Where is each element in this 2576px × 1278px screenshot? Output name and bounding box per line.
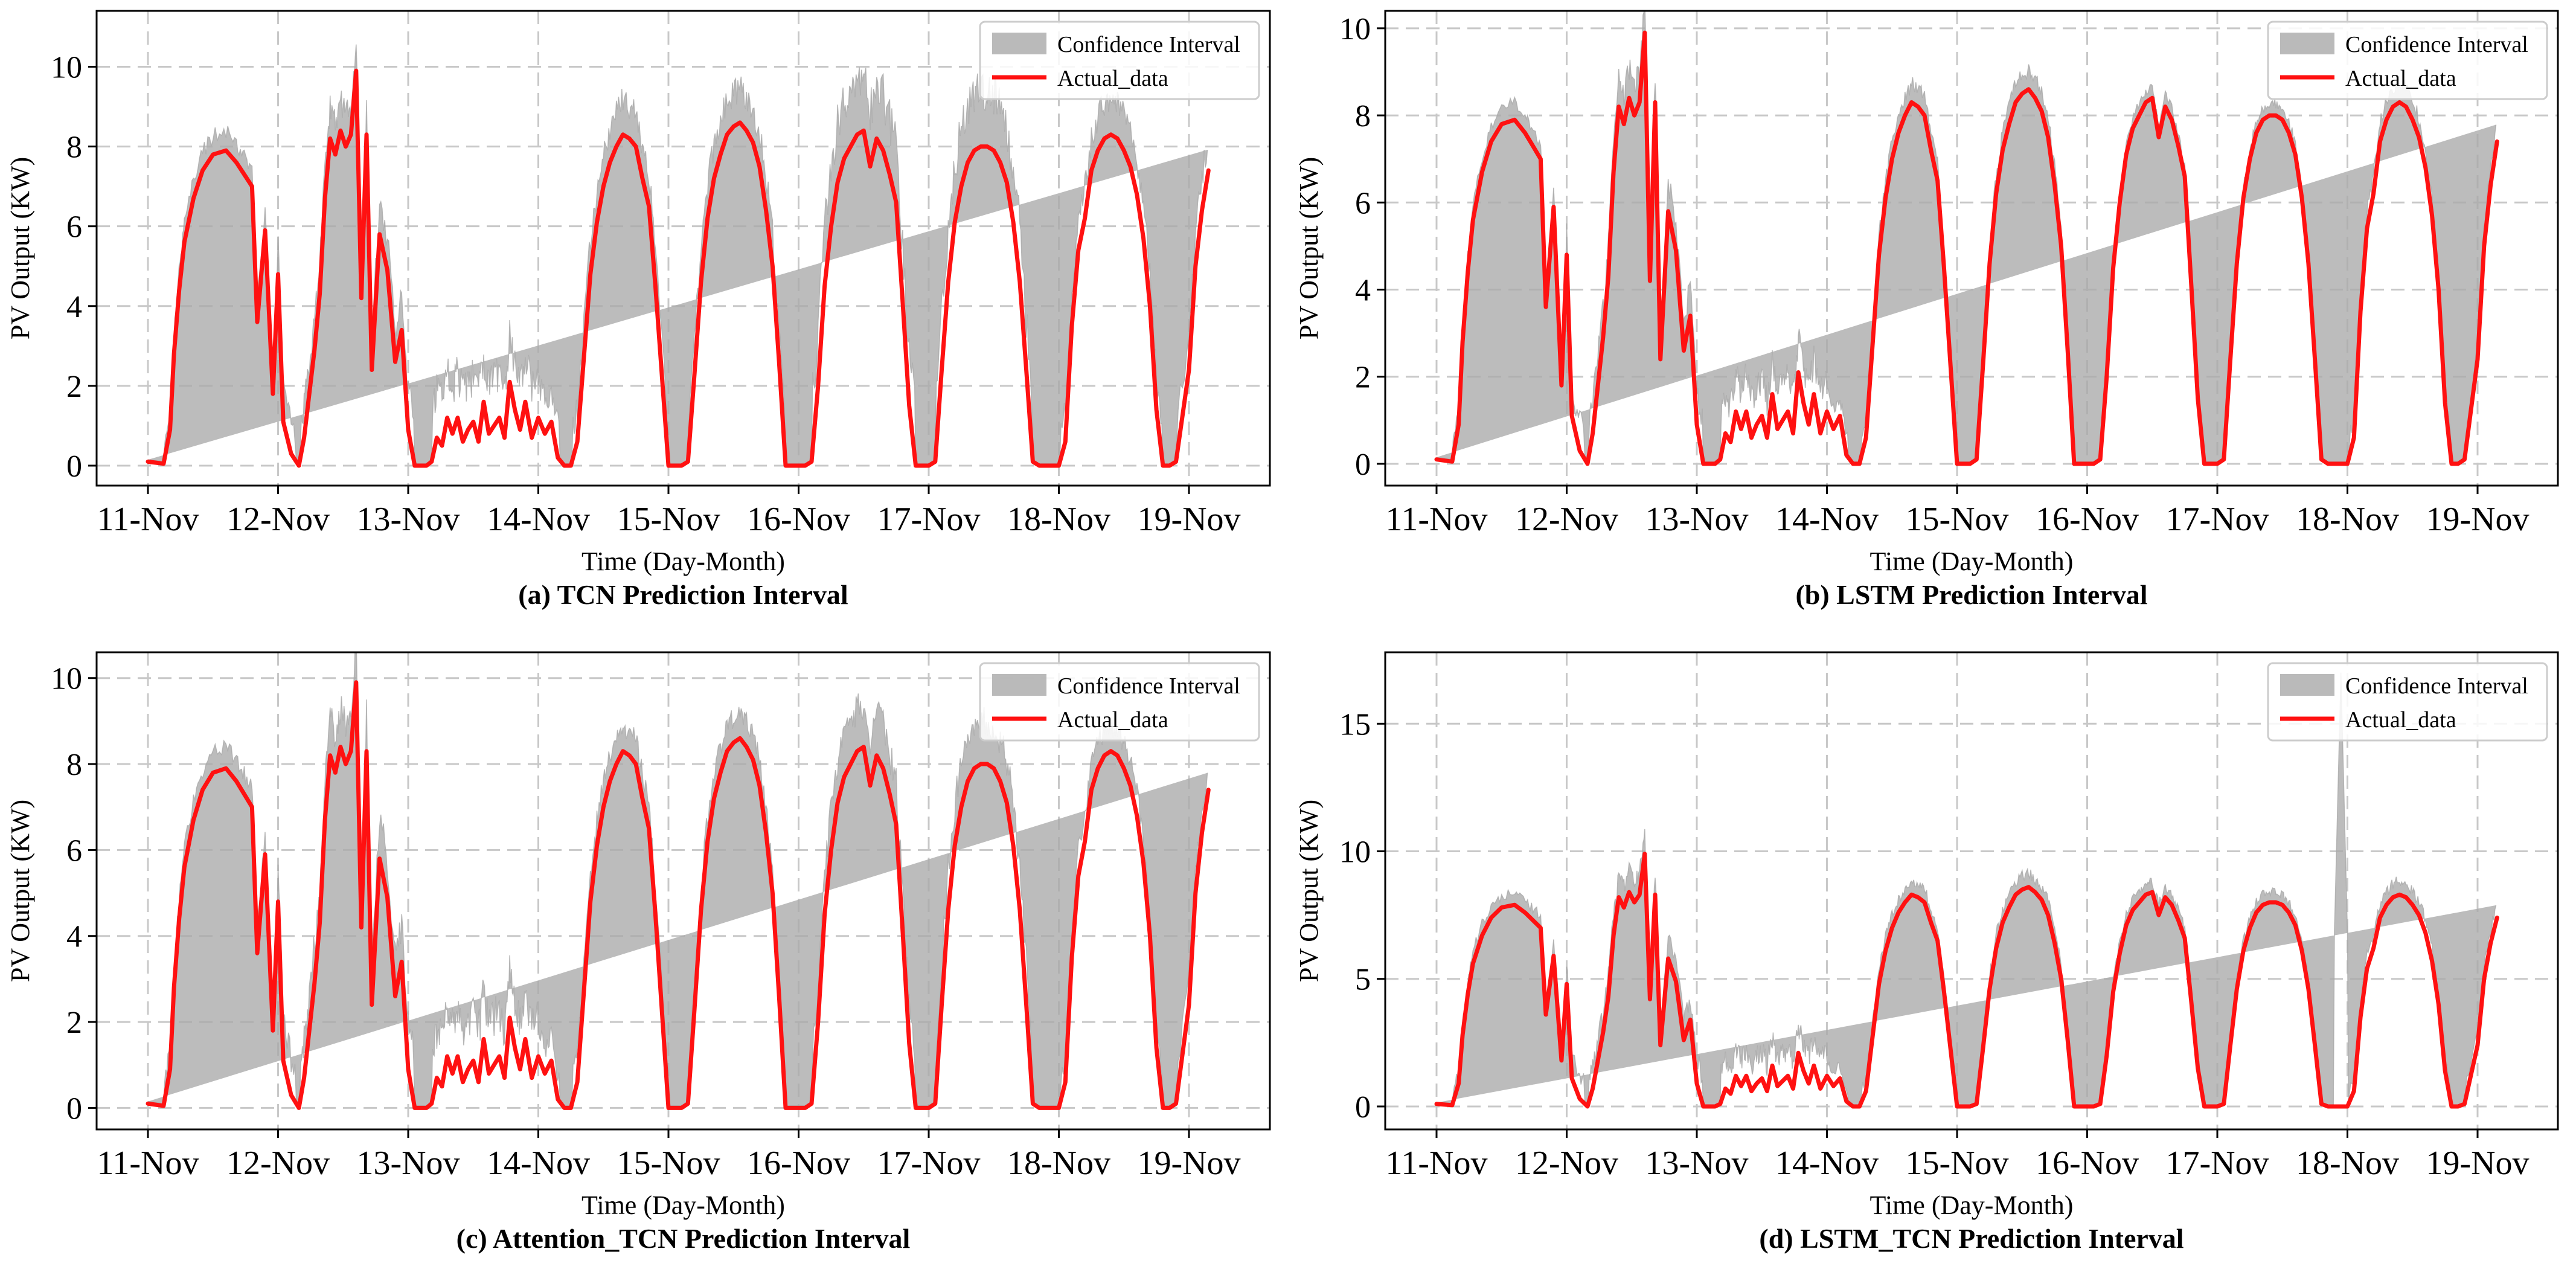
x-tick-label: 18-Nov xyxy=(1007,1145,1110,1182)
x-tick-label: 19-Nov xyxy=(2426,501,2529,538)
y-tick-label: 10 xyxy=(51,662,82,696)
legend-band-swatch xyxy=(992,674,1046,696)
y-tick-label: 10 xyxy=(1339,835,1371,870)
y-tick-label: 8 xyxy=(1355,99,1371,133)
y-tick-label: 2 xyxy=(66,1006,82,1040)
x-tick-label: 17-Nov xyxy=(877,501,980,538)
actual-data-line xyxy=(146,68,1211,468)
legend-label-actual: Actual_data xyxy=(2345,707,2456,733)
legend-band-swatch xyxy=(2280,33,2334,54)
x-tick-label: 19-Nov xyxy=(2426,1145,2529,1182)
plot-frame xyxy=(95,10,1271,487)
x-tick-label: 15-Nov xyxy=(1905,1145,2008,1182)
y-tick-label: 4 xyxy=(66,290,82,324)
x-tick-label: 16-Nov xyxy=(2036,501,2139,538)
x-tick-label: 17-Nov xyxy=(2165,501,2269,538)
x-axis-label: Time (Day-Month) xyxy=(582,1190,785,1220)
x-tick-label: 12-Nov xyxy=(226,1145,330,1182)
plot-frame xyxy=(95,651,1271,1131)
y-axis-label: PV Output (KW) xyxy=(5,157,35,339)
y-tick-label: 0 xyxy=(66,1091,82,1126)
actual-data-line xyxy=(146,680,1211,1110)
x-tick-label: 18-Nov xyxy=(1007,501,1110,538)
x-tick-label: 16-Nov xyxy=(747,501,850,538)
legend-label-actual: Actual_data xyxy=(1057,66,1168,91)
x-tick-label: 11-Nov xyxy=(97,501,199,538)
x-tick-label: 19-Nov xyxy=(1137,501,1240,538)
x-axis-label: Time (Day-Month) xyxy=(582,547,785,576)
y-tick-label: 6 xyxy=(1355,186,1371,220)
x-tick-label: 11-Nov xyxy=(1385,501,1487,538)
legend-band-swatch xyxy=(992,33,1046,54)
y-tick-label: 8 xyxy=(66,130,82,165)
legend xyxy=(979,21,1260,100)
actual-data-line xyxy=(1434,30,2499,466)
y-tick-label: 0 xyxy=(1355,1090,1371,1125)
legend-label-confidence: Confidence Interval xyxy=(2345,673,2528,699)
panel-c: 0 2 4 6 8 10 11-Nov 12-Nov 13-Nov 14-Nov 15-Nov 16-… xyxy=(5,651,1271,1254)
x-tick-label: 18-Nov xyxy=(2296,1145,2399,1182)
x-tick-label: 13-Nov xyxy=(1645,501,1748,538)
legend-band-swatch xyxy=(2280,674,2334,696)
panel-a: 0 2 4 6 8 10 11-Nov 12-Nov 13-Nov 14-Nov 15-Nov 16-… xyxy=(5,10,1271,610)
x-tick-label: 11-Nov xyxy=(1385,1145,1487,1182)
y-tick-label: 0 xyxy=(1355,448,1371,482)
x-tick-label: 11-Nov xyxy=(97,1145,199,1182)
y-tick-label: 6 xyxy=(66,210,82,245)
legend xyxy=(2267,662,2548,742)
x-tick-label: 15-Nov xyxy=(1905,501,2008,538)
x-tick-label: 18-Nov xyxy=(2296,501,2399,538)
panel-caption: (d) LSTM_TCN Prediction Interval xyxy=(1759,1223,2184,1254)
x-tick-label: 13-Nov xyxy=(356,1145,460,1182)
x-tick-label: 15-Nov xyxy=(617,501,720,538)
y-tick-label: 2 xyxy=(66,370,82,404)
plot-frame xyxy=(1384,10,2559,487)
plot-frame xyxy=(1384,651,2559,1131)
panel-caption: (b) LSTM Prediction Interval xyxy=(1795,579,2147,610)
y-tick-label: 6 xyxy=(66,833,82,868)
x-tick-label: 14-Nov xyxy=(1775,1145,1879,1182)
x-axis-label: Time (Day-Month) xyxy=(1870,547,2074,576)
legend xyxy=(979,662,1260,742)
x-axis-label: Time (Day-Month) xyxy=(1870,1190,2074,1220)
x-tick-label: 14-Nov xyxy=(487,501,590,538)
panel-caption: (c) Attention_TCN Prediction Interval xyxy=(457,1223,911,1254)
y-tick-label: 8 xyxy=(66,748,82,782)
x-tick-label: 19-Nov xyxy=(1137,1145,1240,1182)
legend-label-confidence: Confidence Interval xyxy=(1057,673,1240,699)
panel-d: 0 5 10 15 11-Nov 12-Nov 13-Nov 14-Nov 15-Nov 16-N… xyxy=(1294,651,2559,1254)
y-tick-label: 10 xyxy=(1339,12,1371,47)
y-tick-label: 0 xyxy=(66,449,82,484)
y-tick-label: 2 xyxy=(1355,361,1371,395)
x-tick-label: 15-Nov xyxy=(617,1145,720,1182)
panel-b: 0 2 4 6 8 10 11-Nov 12-Nov 13-Nov 14-Nov 15-Nov 16-… xyxy=(1294,10,2559,610)
legend-label-actual: Actual_data xyxy=(2345,66,2456,91)
legend xyxy=(2267,21,2548,100)
legend-label-actual: Actual_data xyxy=(1057,707,1168,733)
x-tick-label: 14-Nov xyxy=(1775,501,1879,538)
actual-data-line xyxy=(1434,852,2499,1109)
x-tick-label: 16-Nov xyxy=(2036,1145,2139,1182)
x-tick-label: 12-Nov xyxy=(1515,1145,1618,1182)
x-tick-label: 12-Nov xyxy=(1515,501,1618,538)
x-tick-label: 17-Nov xyxy=(2165,1145,2269,1182)
y-tick-label: 15 xyxy=(1339,707,1371,742)
panel-caption: (a) TCN Prediction Interval xyxy=(518,579,848,610)
y-axis-label: PV Output (KW) xyxy=(5,800,35,982)
y-axis-label: PV Output (KW) xyxy=(1294,157,1324,339)
x-tick-label: 14-Nov xyxy=(487,1145,590,1182)
x-tick-label: 12-Nov xyxy=(226,501,330,538)
y-tick-label: 4 xyxy=(66,920,82,954)
y-tick-label: 10 xyxy=(51,50,82,85)
y-tick-label: 4 xyxy=(1355,274,1371,308)
y-tick-label: 5 xyxy=(1355,963,1371,997)
x-tick-label: 16-Nov xyxy=(747,1145,850,1182)
x-tick-label: 17-Nov xyxy=(877,1145,980,1182)
x-tick-label: 13-Nov xyxy=(1645,1145,1748,1182)
y-axis-label: PV Output (KW) xyxy=(1294,800,1324,982)
legend-label-confidence: Confidence Interval xyxy=(2345,32,2528,57)
x-tick-label: 13-Nov xyxy=(356,501,460,538)
legend-label-confidence: Confidence Interval xyxy=(1057,32,1240,57)
